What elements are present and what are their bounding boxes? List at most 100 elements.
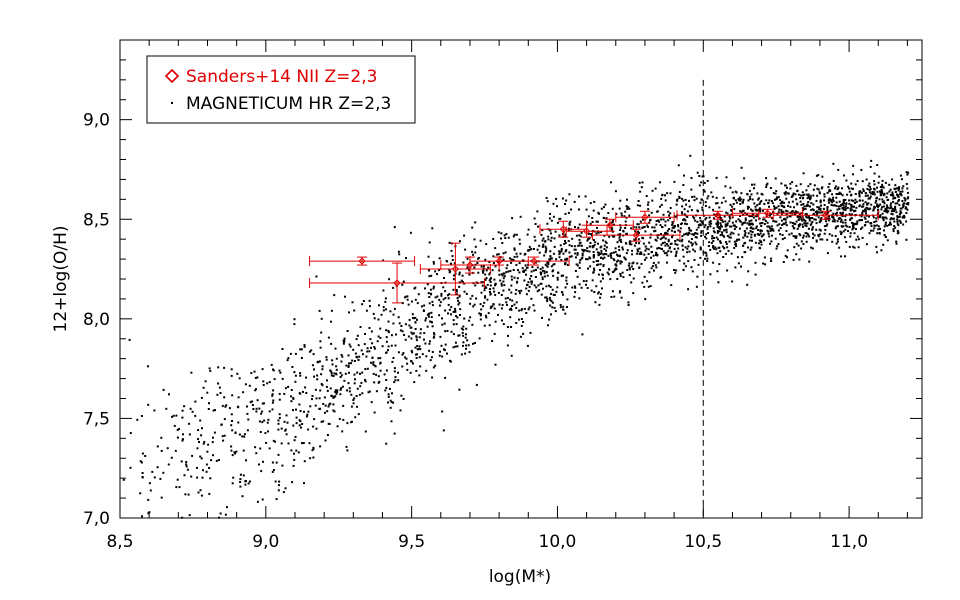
magneticum-point (659, 238, 662, 241)
magneticum-point (351, 359, 354, 362)
magneticum-point (902, 223, 905, 226)
magneticum-point (516, 280, 519, 283)
magneticum-point (619, 262, 622, 265)
magneticum-point (473, 303, 476, 306)
magneticum-point (688, 199, 690, 202)
magneticum-point (818, 192, 821, 195)
magneticum-point (223, 396, 226, 399)
magneticum-point (545, 271, 548, 274)
diamond-marker (606, 221, 614, 229)
magneticum-point (743, 177, 746, 180)
magneticum-point (667, 210, 670, 213)
magneticum-point (382, 289, 385, 292)
magneticum-point (595, 220, 598, 223)
magneticum-point (350, 393, 353, 396)
magneticum-point (614, 247, 617, 250)
magneticum-point (654, 264, 657, 267)
magneticum-point (462, 261, 465, 264)
magneticum-point (562, 293, 564, 296)
magneticum-point (686, 216, 689, 218)
magneticum-point (285, 433, 288, 436)
magneticum-point (207, 443, 210, 446)
magneticum-point (739, 215, 742, 217)
magneticum-point (549, 255, 552, 258)
magneticum-point (770, 260, 773, 262)
magneticum-point (565, 249, 568, 252)
magneticum-point (588, 250, 591, 253)
magneticum-point (331, 359, 334, 362)
magneticum-point (886, 211, 889, 214)
magneticum-point (564, 286, 567, 289)
magneticum-point (319, 445, 322, 448)
magneticum-point (610, 296, 613, 298)
sanders-point (676, 210, 760, 221)
magneticum-point (490, 305, 493, 308)
magneticum-point (688, 250, 691, 253)
magneticum-point (416, 318, 418, 321)
magneticum-point (593, 267, 595, 270)
magneticum-point (785, 197, 788, 200)
magneticum-point (540, 233, 543, 236)
magneticum-point (284, 487, 287, 490)
magneticum-point (524, 269, 527, 272)
magneticum-point (392, 401, 395, 404)
magneticum-point (691, 244, 694, 247)
magneticum-point (471, 323, 474, 326)
magneticum-point (422, 310, 425, 312)
magneticum-point (681, 205, 684, 208)
magneticum-point (394, 379, 397, 382)
magneticum-point (287, 442, 290, 445)
magneticum-point (843, 236, 846, 239)
magneticum-point (649, 219, 651, 222)
magneticum-point (410, 360, 413, 363)
magneticum-point (844, 198, 847, 201)
magneticum-point (610, 229, 613, 232)
magneticum-point (781, 224, 784, 226)
magneticum-point (411, 313, 414, 316)
magneticum-point (692, 248, 695, 251)
magneticum-point (735, 191, 738, 194)
magneticum-point (479, 314, 482, 317)
magneticum-point (837, 186, 840, 189)
magneticum-point (706, 226, 709, 228)
magneticum-point (602, 277, 604, 280)
magneticum-point (352, 399, 355, 401)
magneticum-point (765, 186, 768, 188)
magneticum-point (791, 200, 794, 203)
magneticum-point (393, 307, 396, 310)
magneticum-point (795, 242, 798, 245)
magneticum-point (870, 159, 873, 162)
magneticum-point (611, 227, 614, 230)
magneticum-point (655, 251, 658, 254)
magneticum-point (196, 447, 199, 450)
magneticum-point (886, 239, 889, 242)
magneticum-point (439, 301, 442, 304)
magneticum-point (791, 222, 794, 224)
magneticum-point (891, 191, 894, 194)
magneticum-point (431, 304, 434, 307)
magneticum-point (560, 247, 563, 250)
magneticum-point (432, 366, 435, 369)
magneticum-point (603, 234, 606, 237)
magneticum-point (864, 210, 867, 213)
magneticum-point (448, 241, 451, 244)
magneticum-point (683, 208, 686, 211)
magneticum-point (699, 224, 702, 227)
magneticum-point (772, 229, 775, 232)
magneticum-point (540, 271, 543, 274)
magneticum-point (452, 278, 455, 281)
magneticum-point (603, 256, 606, 259)
magneticum-point (168, 393, 170, 396)
magneticum-point (220, 423, 223, 426)
magneticum-point (277, 422, 280, 425)
magneticum-point (633, 238, 636, 241)
magneticum-point (414, 298, 417, 301)
magneticum-point (362, 300, 365, 302)
magneticum-point (806, 216, 809, 219)
magneticum-point (724, 225, 727, 228)
magneticum-point (821, 186, 824, 189)
magneticum-point (801, 223, 804, 226)
magneticum-point (578, 283, 581, 286)
magneticum-point (785, 209, 788, 212)
magneticum-point (452, 319, 455, 322)
